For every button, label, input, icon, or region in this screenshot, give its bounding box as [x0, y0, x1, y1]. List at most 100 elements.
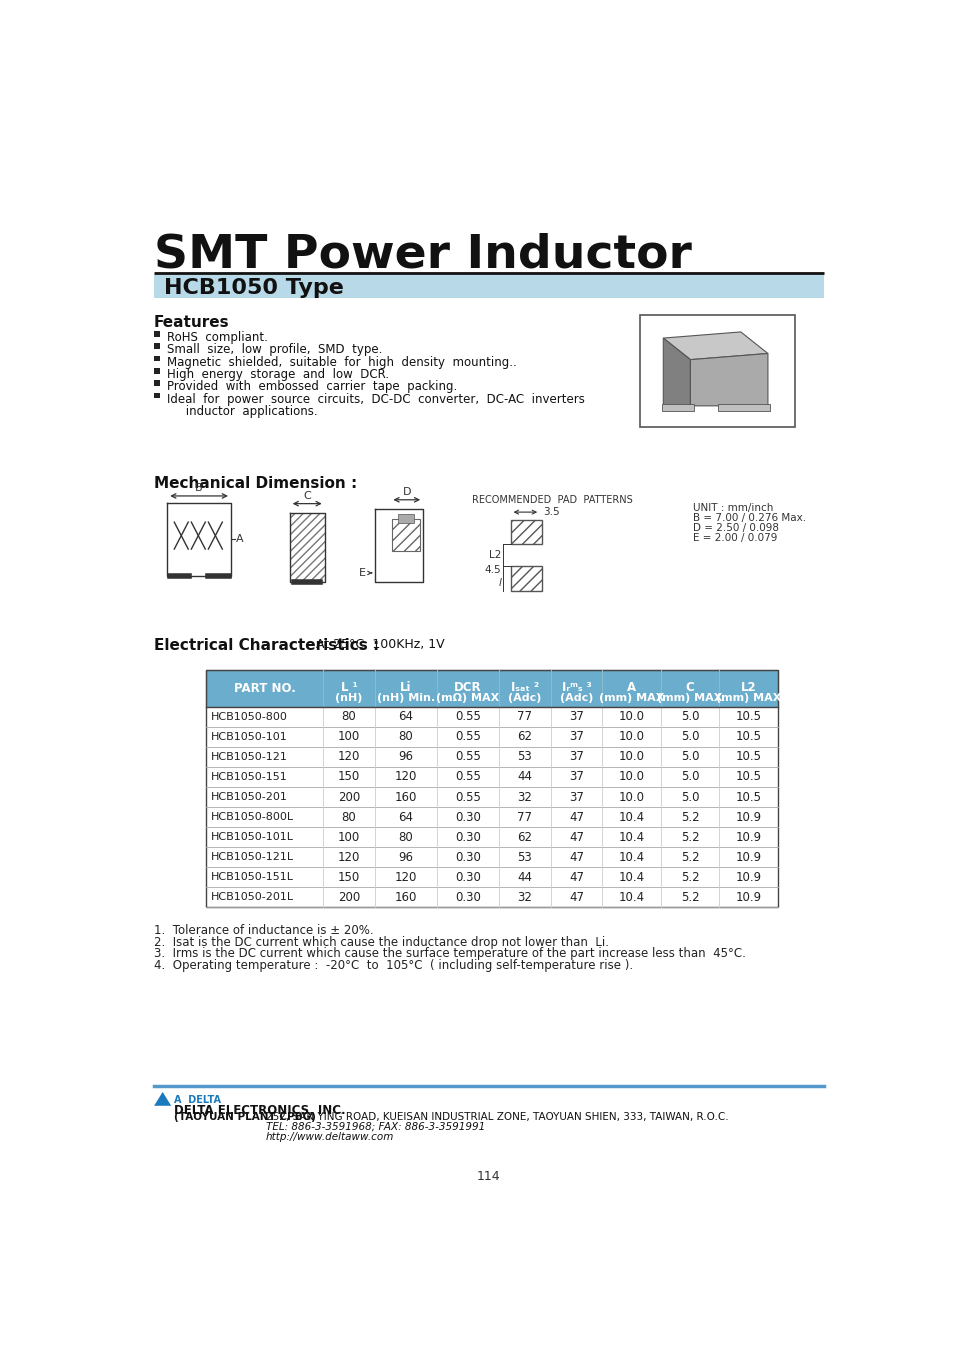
Bar [717, 403, 769, 411]
Bar [154, 344, 159, 349]
Text: Small  size,  low  profile,  SMD  type.: Small size, low profile, SMD type. [167, 344, 381, 356]
Polygon shape [662, 332, 767, 360]
Bar [206, 767, 778, 787]
Text: 47: 47 [568, 891, 583, 903]
Text: (mm) MAX: (mm) MAX [716, 693, 781, 704]
Text: Features: Features [154, 315, 230, 330]
Text: PART NO.: PART NO. [233, 682, 295, 696]
Bar [154, 332, 159, 337]
Text: 10.4: 10.4 [618, 891, 644, 903]
Text: HCB1050-151: HCB1050-151 [211, 772, 287, 782]
Text: 200: 200 [337, 790, 360, 803]
Bar [154, 275, 823, 298]
Text: SMT Power Inductor: SMT Power Inductor [154, 233, 691, 278]
Text: 0.30: 0.30 [455, 810, 480, 824]
Text: 10.9: 10.9 [735, 830, 761, 844]
Text: 44: 44 [517, 871, 532, 883]
Text: 10.5: 10.5 [735, 731, 760, 744]
Text: 114: 114 [476, 1170, 500, 1184]
Text: 0.30: 0.30 [455, 871, 480, 883]
Text: 62: 62 [517, 731, 532, 744]
Text: 80: 80 [341, 710, 356, 724]
Text: 5.2: 5.2 [680, 871, 699, 883]
Text: Iᵣᵐₛ ³: Iᵣᵐₛ ³ [561, 681, 591, 694]
Bar [206, 847, 778, 867]
Text: 5.2: 5.2 [680, 891, 699, 903]
Text: 10.9: 10.9 [735, 810, 761, 824]
Text: 62: 62 [517, 830, 532, 844]
Text: 10.4: 10.4 [618, 810, 644, 824]
Text: 10.0: 10.0 [618, 771, 644, 783]
Text: 10.9: 10.9 [735, 891, 761, 903]
Text: 47: 47 [568, 871, 583, 883]
Text: 160: 160 [395, 891, 416, 903]
Text: A: A [235, 534, 243, 545]
Text: 5.0: 5.0 [680, 790, 699, 803]
Text: Mechanical Dimension :: Mechanical Dimension : [154, 476, 357, 491]
Text: 96: 96 [398, 851, 413, 864]
Bar [639, 315, 794, 426]
Text: HCB1050-121L: HCB1050-121L [211, 852, 294, 863]
Text: Ideal  for  power  source  circuits,  DC-DC  converter,  DC-AC  inverters: Ideal for power source circuits, DC-DC c… [167, 392, 584, 406]
Text: 10.5: 10.5 [735, 790, 760, 803]
Text: 37: 37 [568, 710, 583, 724]
Text: 80: 80 [341, 810, 356, 824]
Text: 0.30: 0.30 [455, 830, 480, 844]
Text: 80: 80 [398, 731, 413, 744]
Text: TEL: 886-3-3591968; FAX: 886-3-3591991: TEL: 886-3-3591968; FAX: 886-3-3591991 [266, 1122, 484, 1132]
Bar [206, 727, 778, 747]
Text: 64: 64 [398, 710, 413, 724]
Bar [206, 807, 778, 828]
Text: 10.9: 10.9 [735, 851, 761, 864]
Text: C: C [685, 681, 694, 694]
Polygon shape [154, 1092, 171, 1105]
Text: L ¹: L ¹ [340, 681, 357, 694]
Text: 10.5: 10.5 [735, 710, 760, 724]
Text: 10.9: 10.9 [735, 871, 761, 883]
Text: 47: 47 [568, 851, 583, 864]
Text: (mΩ) MAX: (mΩ) MAX [436, 693, 499, 704]
Bar [206, 867, 778, 887]
Text: 2.  Isat is the DC current which cause the inductance drop not lower than  Li.: 2. Isat is the DC current which cause th… [154, 936, 608, 949]
Text: 0.55: 0.55 [455, 771, 480, 783]
Text: 37: 37 [568, 771, 583, 783]
Bar [154, 356, 159, 361]
Bar [510, 520, 541, 545]
Text: 10.5: 10.5 [735, 771, 760, 783]
Text: RECOMMENDED  PAD  PATTERNS: RECOMMENDED PAD PATTERNS [472, 495, 632, 506]
Bar [206, 706, 778, 727]
Text: Magnetic  shielded,  suitable  for  high  density  mounting..: Magnetic shielded, suitable for high den… [167, 356, 516, 369]
Bar [206, 747, 778, 767]
Text: 37: 37 [568, 731, 583, 744]
Text: High  energy  storage  and  low  DCR.: High energy storage and low DCR. [167, 368, 388, 381]
Text: HCB1050-101: HCB1050-101 [211, 732, 287, 741]
Text: HCB1050 Type: HCB1050 Type [164, 278, 344, 298]
Text: B = 7.00 / 0.276 Max.: B = 7.00 / 0.276 Max. [692, 512, 805, 523]
Bar [392, 519, 419, 551]
Text: 5.0: 5.0 [680, 751, 699, 763]
Text: 53: 53 [517, 751, 532, 763]
Text: 37: 37 [568, 790, 583, 803]
Bar [661, 403, 694, 411]
Text: 47: 47 [568, 830, 583, 844]
Bar [397, 514, 414, 523]
Text: 120: 120 [395, 871, 416, 883]
Text: HCB1050-151L: HCB1050-151L [211, 872, 294, 882]
Text: 10.0: 10.0 [618, 751, 644, 763]
Text: 3.5: 3.5 [542, 507, 559, 518]
Text: L2: L2 [740, 681, 756, 694]
Text: 10.4: 10.4 [618, 830, 644, 844]
Text: 77: 77 [517, 810, 532, 824]
Text: 120: 120 [337, 851, 360, 864]
Text: Li: Li [399, 681, 411, 694]
Text: UNIT : mm/inch: UNIT : mm/inch [692, 503, 772, 512]
Text: HCB1050-101L: HCB1050-101L [211, 832, 294, 842]
Text: Provided  with  embossed  carrier  tape  packing.: Provided with embossed carrier tape pack… [167, 380, 456, 394]
Text: 10.5: 10.5 [735, 751, 760, 763]
Text: HCB1050-800: HCB1050-800 [211, 712, 287, 723]
Text: 37: 37 [568, 751, 583, 763]
Text: 150: 150 [337, 771, 360, 783]
Text: L2: L2 [489, 550, 500, 561]
Text: Electrical Characteristics :: Electrical Characteristics : [154, 638, 379, 652]
Text: l: l [497, 578, 500, 588]
